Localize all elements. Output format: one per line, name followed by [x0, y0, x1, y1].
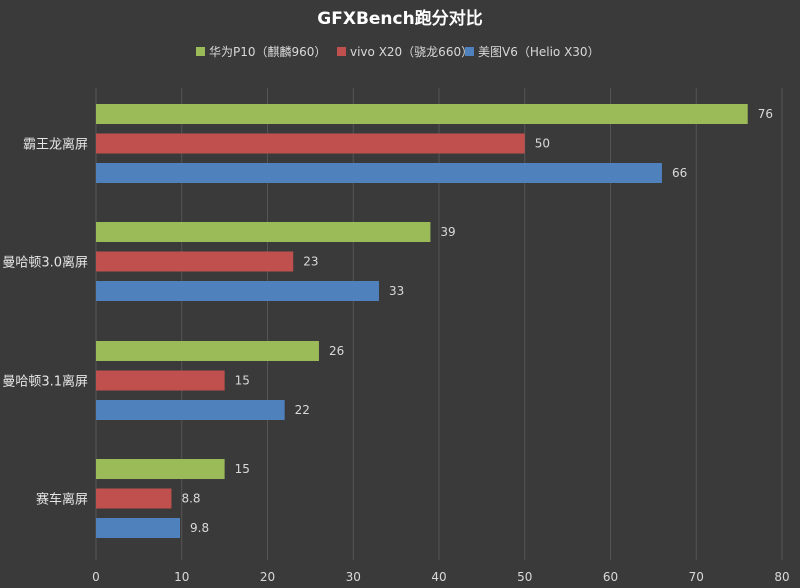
bar-2-1 — [96, 370, 225, 391]
legend-swatch-0 — [196, 47, 205, 56]
legend-label-2: 美图V6（Helio X30） — [478, 45, 600, 59]
legend-label-0: 华为P10（麒麟960） — [209, 44, 326, 59]
bar-3-1 — [96, 488, 172, 509]
bar-0-0 — [96, 104, 748, 124]
legend: 华为P10（麒麟960） vivo X20（骁龙660） 美图V6（Helio X3… — [196, 44, 600, 59]
category-label-0: 霸王龙离屏 — [23, 137, 88, 153]
legend-swatch-2 — [465, 47, 474, 56]
bar-2-2 — [96, 400, 285, 420]
data-label-1-0: 39 — [440, 225, 455, 239]
x-tick-label-50: 50 — [517, 570, 532, 584]
data-label-0-0: 76 — [758, 107, 773, 121]
legend-swatch-1 — [337, 47, 346, 56]
data-label-1-2: 33 — [389, 284, 404, 298]
data-label-2-2: 22 — [295, 403, 310, 417]
data-label-2-0: 26 — [329, 344, 344, 358]
data-label-0-2: 66 — [672, 166, 687, 180]
data-label-3-2: 9.8 — [190, 521, 209, 535]
x-tick-label-80: 80 — [774, 570, 789, 584]
bar-3-2 — [96, 518, 181, 538]
data-label-2-1: 15 — [235, 374, 250, 388]
bars: 76 50 66 39 23 33 26 15 22 15 8.8 9.8 — [96, 104, 773, 538]
legend-label-1: vivo X20（骁龙660） — [350, 45, 473, 59]
bar-1-0 — [96, 222, 431, 242]
bar-0-2 — [96, 163, 662, 183]
x-tick-label-0: 0 — [92, 570, 100, 584]
data-label-1-1: 23 — [303, 255, 318, 269]
category-label-1: 曼哈顿3.0离屏 — [2, 255, 88, 271]
bar-0-1 — [96, 133, 525, 154]
category-label-2: 曼哈顿3.1离屏 — [2, 374, 88, 390]
x-tick-label-30: 30 — [346, 570, 361, 584]
bar-2-0 — [96, 341, 319, 361]
chart-title: GFXBench跑分对比 — [317, 8, 482, 29]
category-label-3: 赛车离屏 — [36, 492, 88, 508]
x-axis-ticks: 0 10 20 30 40 50 60 70 80 — [92, 570, 789, 584]
data-label-3-1: 8.8 — [181, 492, 200, 506]
bar-3-0 — [96, 459, 225, 479]
bar-1-1 — [96, 251, 294, 272]
data-label-3-0: 15 — [235, 462, 250, 476]
x-tick-label-20: 20 — [260, 570, 275, 584]
data-label-0-1: 50 — [535, 137, 550, 151]
x-tick-label-70: 70 — [689, 570, 704, 584]
bar-1-2 — [96, 281, 379, 301]
x-tick-label-60: 60 — [603, 570, 618, 584]
x-tick-label-40: 40 — [431, 570, 446, 584]
x-tick-label-10: 10 — [174, 570, 189, 584]
